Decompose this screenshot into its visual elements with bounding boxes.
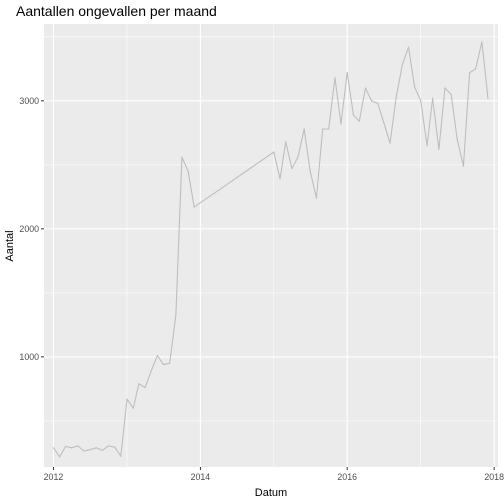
data-point	[162, 363, 165, 366]
data-point	[303, 128, 305, 130]
data-point	[328, 128, 330, 130]
data-point	[334, 77, 336, 79]
data-point	[89, 449, 91, 451]
data-point	[169, 362, 171, 364]
data-point	[401, 64, 403, 66]
data-point	[407, 46, 410, 48]
data-point	[59, 456, 61, 458]
data-point	[444, 87, 446, 89]
x-tick-label: 2014	[191, 472, 211, 482]
data-point	[358, 120, 360, 122]
data-point	[383, 121, 385, 124]
data-point	[377, 102, 379, 104]
data-point	[475, 68, 477, 70]
data-point	[138, 383, 140, 385]
data-point	[291, 168, 293, 170]
data-point	[346, 72, 348, 74]
data-point	[340, 123, 342, 125]
data-point	[132, 407, 134, 409]
data-point	[395, 96, 397, 98]
data-point	[413, 86, 416, 88]
data-point	[432, 97, 434, 99]
data-point	[71, 447, 73, 449]
x-tick-label: 2012	[44, 472, 64, 482]
x-tick-label: 2016	[337, 472, 357, 482]
y-tick-label: 1000	[19, 352, 39, 362]
data-point	[150, 370, 152, 372]
data-point	[156, 355, 158, 357]
data-point	[309, 170, 311, 172]
data-point	[297, 156, 299, 158]
data-point	[450, 93, 452, 96]
data-point	[481, 41, 483, 43]
data-point	[144, 387, 146, 389]
minor-gridlines	[44, 24, 498, 467]
data-point	[279, 178, 281, 180]
data-point	[438, 148, 440, 151]
data-point	[64, 445, 67, 448]
data-point	[193, 206, 195, 208]
data-point	[426, 145, 428, 147]
data-point	[120, 455, 122, 457]
data-point	[352, 114, 355, 116]
data-point	[107, 445, 110, 447]
y-tick-label: 2000	[19, 224, 39, 234]
data-point	[370, 100, 373, 102]
y-tick-label: 3000	[19, 96, 39, 106]
data-point	[469, 72, 471, 74]
chart-title: Aantallen ongevallen per maand	[16, 3, 217, 19]
data-point	[101, 449, 104, 451]
data-point	[462, 165, 465, 167]
data-point	[77, 445, 79, 447]
data-point	[389, 142, 391, 144]
x-axis: 2012 2014 2016 2018	[44, 467, 504, 482]
series-layer	[52, 41, 489, 458]
data-point	[322, 128, 324, 130]
data-point	[95, 447, 97, 449]
major-gridlines	[44, 24, 498, 467]
data-point	[420, 100, 422, 102]
y-axis-title: Aantal	[4, 230, 16, 261]
data-point	[273, 151, 275, 153]
data-point	[285, 141, 287, 143]
data-point	[315, 197, 318, 199]
x-tick-label: 2018	[484, 472, 504, 482]
series-line	[52, 41, 489, 458]
data-point	[181, 156, 183, 158]
data-point	[114, 446, 116, 448]
data-point	[175, 314, 177, 316]
data-point	[487, 97, 489, 99]
data-point	[364, 87, 367, 89]
plot-panel	[44, 24, 498, 467]
data-point	[126, 398, 128, 400]
x-axis-title: Datum	[255, 487, 287, 499]
data-point	[187, 170, 189, 172]
data-point	[456, 138, 458, 140]
y-axis: 1000 2000 3000	[19, 96, 44, 362]
data-point	[83, 450, 85, 452]
data-point	[52, 447, 55, 449]
